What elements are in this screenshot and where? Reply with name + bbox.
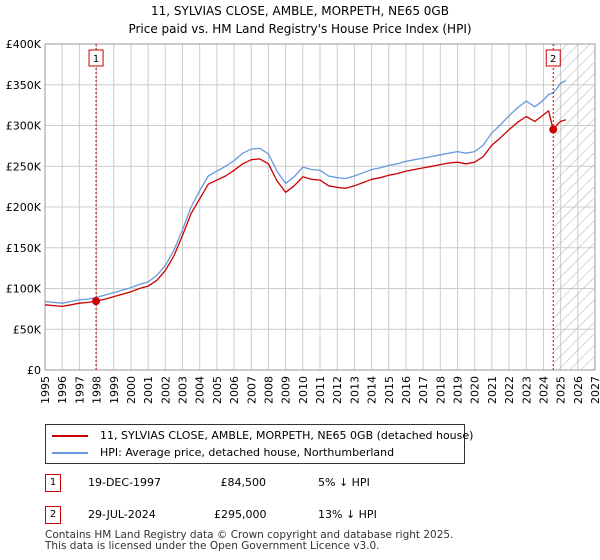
x-tick-label: 2009 — [280, 376, 293, 404]
x-tick-label: 2016 — [400, 376, 413, 404]
transaction-badge: 1 — [45, 474, 61, 492]
x-tick-label: 2005 — [211, 376, 224, 404]
footer: Contains HM Land Registry data © Crown c… — [45, 530, 453, 552]
footer-copyright: Contains HM Land Registry data © Crown c… — [45, 529, 454, 541]
x-tick-label: 2004 — [194, 376, 207, 404]
transaction-price: £84,500 — [220, 476, 267, 489]
x-tick-label: 2002 — [159, 376, 172, 404]
x-tick-label: 2012 — [331, 376, 344, 404]
y-axis: £0 £50K £100K £150K £200K £250K £300K £350K £400… — [6, 38, 42, 377]
marker-badge-label: 2 — [550, 54, 556, 65]
x-tick-label: 2015 — [383, 376, 396, 404]
transaction-price: £295,000 — [214, 508, 267, 521]
x-tick-label: 2025 — [555, 376, 568, 404]
transaction-hpi: 5% ↓ HPI — [318, 476, 370, 489]
x-tick-label: 1999 — [108, 376, 121, 404]
x-tick-label: 2021 — [486, 376, 499, 404]
transaction-badge: 2 — [45, 506, 61, 524]
x-tick-label: 2018 — [434, 376, 447, 404]
y-tick-label: £300K — [6, 120, 42, 133]
x-tick-label: 1995 — [39, 376, 52, 404]
marker-badge-box — [88, 49, 104, 67]
x-tick-label: 2014 — [366, 376, 379, 404]
y-tick-label: £400K — [6, 38, 42, 51]
x-tick-label: 2001 — [142, 376, 155, 404]
footer-licence: This data is licensed under the Open Gov… — [45, 540, 380, 552]
x-tick-label: 2023 — [520, 376, 533, 404]
x-tick-label: 2003 — [177, 376, 190, 404]
y-tick-label: £200K — [6, 201, 42, 214]
legend-swatch-property — [52, 435, 88, 437]
series-lines — [44, 80, 567, 308]
x-tick-label: 2008 — [262, 376, 275, 404]
marker-badge-box — [545, 49, 561, 67]
legend-swatch-hpi — [52, 452, 88, 454]
x-tick-label: 2017 — [417, 376, 430, 404]
x-tick-label: 2026 — [572, 376, 585, 404]
chart-title: 11, SYLVIAS CLOSE, AMBLE, MORPETH, NE65 … — [151, 4, 449, 18]
y-tick-label: £150K — [6, 242, 42, 255]
x-tick-label: 2013 — [348, 376, 361, 404]
legend-label-hpi: HPI: Average price, detached house, Nort… — [100, 446, 395, 459]
x-tick-label: 2019 — [452, 376, 465, 404]
price-chart: 11, SYLVIAS CLOSE, AMBLE, MORPETH, NE65 … — [6, 4, 600, 404]
y-tick-label: £250K — [6, 160, 42, 173]
y-tick-label: £50K — [13, 323, 42, 336]
transaction-hpi: 13% ↓ HPI — [318, 508, 377, 521]
y-tick-label: £0 — [27, 364, 41, 377]
x-axis: 1995 1996 1997 1998 1999 2000 2001 2002 2003 2004… — [39, 376, 600, 404]
transaction-date: 19-DEC-1997 — [88, 476, 162, 489]
forecast-hatch-area — [553, 44, 595, 370]
x-tick-label: 1996 — [56, 376, 69, 404]
marker-point — [92, 297, 101, 306]
series-line-hpi — [44, 80, 567, 304]
marker-point — [549, 125, 558, 134]
transaction-row: 2 29-JUL-2024 £295,000 13% ↓ HPI — [0, 506, 600, 526]
x-tick-label: 2011 — [314, 376, 327, 404]
series-line-property — [44, 110, 566, 308]
x-tick-label: 2020 — [469, 376, 482, 404]
x-tick-label: 2007 — [245, 376, 258, 404]
x-tick-label: 2010 — [297, 376, 310, 404]
x-tick-label: 2006 — [228, 376, 241, 404]
chart-subtitle: Price paid vs. HM Land Registry's House … — [128, 22, 471, 36]
y-tick-label: £350K — [6, 79, 42, 92]
transaction-row: 1 19-DEC-1997 £84,500 5% ↓ HPI — [0, 474, 600, 494]
x-tick-label: 2022 — [503, 376, 516, 404]
x-tick-label: 2024 — [537, 376, 550, 404]
grid — [44, 43, 596, 371]
y-tick-label: £100K — [6, 283, 42, 296]
x-tick-label: 2000 — [125, 376, 138, 404]
marker-badge-label: 1 — [93, 54, 99, 65]
x-tick-label: 2027 — [589, 376, 600, 404]
x-tick-label: 1998 — [91, 376, 104, 404]
legend-label-property: 11, SYLVIAS CLOSE, AMBLE, MORPETH, NE65 … — [100, 429, 474, 442]
transaction-date: 29-JUL-2024 — [88, 508, 156, 521]
legend: 11, SYLVIAS CLOSE, AMBLE, MORPETH, NE65 … — [45, 424, 473, 464]
x-tick-label: 1997 — [73, 376, 86, 404]
